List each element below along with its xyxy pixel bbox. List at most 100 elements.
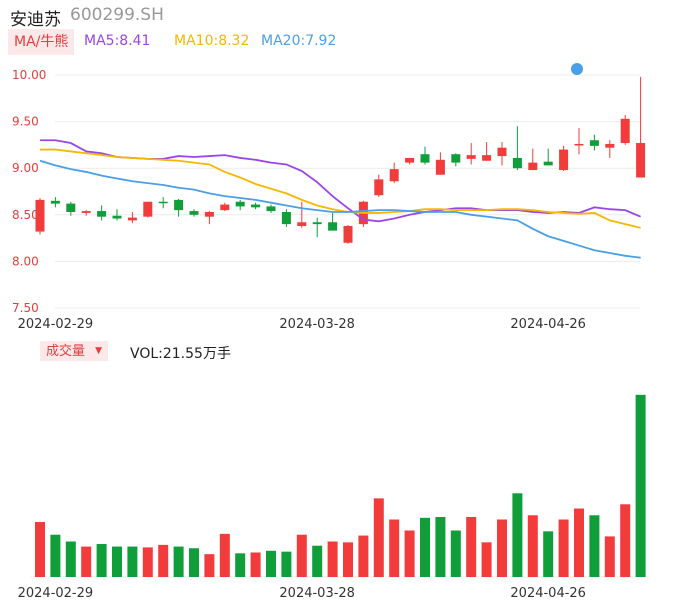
candle-body bbox=[512, 157, 522, 169]
candle-body bbox=[143, 201, 153, 217]
volume-bar bbox=[96, 544, 107, 577]
ma10-label: MA10:8.32 bbox=[174, 33, 250, 49]
candle-body bbox=[251, 204, 261, 208]
volume-bar bbox=[112, 546, 122, 577]
volume-bar bbox=[604, 536, 615, 577]
volume-bar bbox=[589, 515, 600, 577]
volume-bar bbox=[296, 534, 307, 577]
price-tick-label: 10.00 bbox=[12, 68, 46, 82]
volume-bar bbox=[189, 548, 199, 577]
volume-bar bbox=[558, 519, 569, 577]
price-date-label: 2024-02-29 bbox=[18, 317, 94, 332]
candle-body bbox=[297, 222, 307, 226]
candle-body bbox=[189, 211, 199, 215]
price-tick-label: 8.50 bbox=[12, 208, 39, 222]
candle-body bbox=[81, 211, 91, 213]
stock-name: 安迪苏 bbox=[10, 10, 61, 30]
volume-button-label: 成交量 bbox=[46, 344, 86, 359]
volume-bar bbox=[497, 519, 507, 577]
candle-body bbox=[466, 155, 476, 159]
volume-bar bbox=[266, 550, 276, 577]
volume-readout: VOL:21.55万手 bbox=[130, 346, 231, 362]
volume-bar bbox=[50, 534, 61, 577]
candle-body bbox=[374, 179, 384, 196]
price-tick-label: 9.00 bbox=[12, 161, 39, 175]
price-date-label: 2024-04-26 bbox=[510, 317, 586, 332]
candle-body bbox=[328, 222, 338, 231]
volume-bar bbox=[404, 530, 415, 577]
volume-bar bbox=[343, 542, 353, 577]
volume-bar bbox=[281, 551, 292, 577]
volume-bar bbox=[435, 516, 446, 577]
volume-date-label: 2024-02-29 bbox=[18, 586, 94, 601]
ma-toggle-button[interactable]: MA/牛熊 bbox=[8, 29, 75, 55]
volume-bar bbox=[543, 531, 554, 577]
price-tick-label: 7.50 bbox=[12, 301, 39, 315]
volume-bar bbox=[373, 498, 384, 577]
candle-body bbox=[574, 143, 584, 146]
candle-body bbox=[389, 169, 399, 182]
candle-body bbox=[97, 211, 107, 217]
volume-bar bbox=[420, 517, 430, 577]
volume-bar bbox=[466, 516, 477, 577]
dropdown-arrow-icon: ▼ bbox=[95, 346, 103, 356]
volume-bar bbox=[127, 546, 138, 577]
volume-bar bbox=[204, 554, 215, 577]
stock-code: 600299.SH bbox=[70, 5, 164, 25]
candle-body bbox=[204, 212, 214, 217]
candle-body bbox=[435, 159, 445, 175]
volume-chart: 2024-02-29 2024-03-28 2024-04-26 bbox=[18, 394, 650, 601]
volume-bar bbox=[219, 533, 230, 577]
volume-bar bbox=[65, 541, 76, 577]
price-chart: 10.00 9.50 9.00 8.50 8.00 7.50 2024-02-29 2024-… bbox=[12, 63, 646, 332]
candle-body bbox=[66, 203, 76, 213]
volume-bar bbox=[635, 394, 646, 577]
volume-bar bbox=[81, 546, 92, 577]
candle-body bbox=[312, 222, 322, 225]
ma5-label: MA5:8.41 bbox=[84, 33, 151, 49]
candle-body bbox=[174, 199, 184, 211]
candle-body bbox=[127, 217, 137, 221]
candle-body bbox=[235, 201, 245, 207]
candle-body bbox=[528, 162, 538, 171]
volume-date-label: 2024-04-26 bbox=[510, 586, 586, 601]
candle-body bbox=[266, 206, 276, 212]
volume-date-label: 2024-03-28 bbox=[279, 586, 355, 601]
candle-body bbox=[497, 147, 507, 157]
volume-bar bbox=[574, 508, 584, 577]
volume-bar bbox=[327, 541, 338, 577]
volume-bar bbox=[142, 547, 153, 577]
candle-body bbox=[620, 118, 630, 144]
price-tick-label: 9.50 bbox=[12, 115, 39, 129]
volume-bar bbox=[481, 542, 492, 577]
volume-bar bbox=[389, 519, 400, 577]
candle-body bbox=[636, 143, 646, 178]
volume-bar bbox=[620, 504, 631, 577]
candle-body bbox=[50, 200, 60, 204]
volume-bar bbox=[173, 546, 184, 577]
volume-bar bbox=[450, 530, 461, 577]
price-date-label: 2024-03-28 bbox=[279, 317, 355, 332]
candle-body bbox=[281, 212, 291, 225]
candle-body bbox=[158, 201, 168, 204]
candle-body bbox=[451, 154, 461, 163]
candle-body bbox=[559, 149, 569, 171]
volume-bar bbox=[312, 545, 323, 577]
volume-bar bbox=[158, 544, 169, 577]
volume-bar bbox=[512, 493, 523, 577]
ma20-line bbox=[39, 159, 641, 259]
volume-bar bbox=[235, 553, 246, 577]
candle-body bbox=[482, 155, 492, 161]
candle-body bbox=[343, 225, 353, 243]
candle-body bbox=[405, 157, 415, 163]
ma20-label: MA20:7.92 bbox=[261, 33, 337, 49]
volume-bar bbox=[358, 535, 369, 577]
volume-toggle-button[interactable]: 成交量 ▼ bbox=[40, 341, 109, 361]
volume-bar bbox=[250, 552, 261, 577]
candle-body bbox=[420, 154, 430, 163]
candle-body bbox=[543, 161, 553, 166]
candle-body bbox=[112, 215, 122, 219]
volume-bar bbox=[527, 515, 538, 577]
volume-bar bbox=[35, 522, 45, 577]
candle-body bbox=[220, 204, 230, 211]
